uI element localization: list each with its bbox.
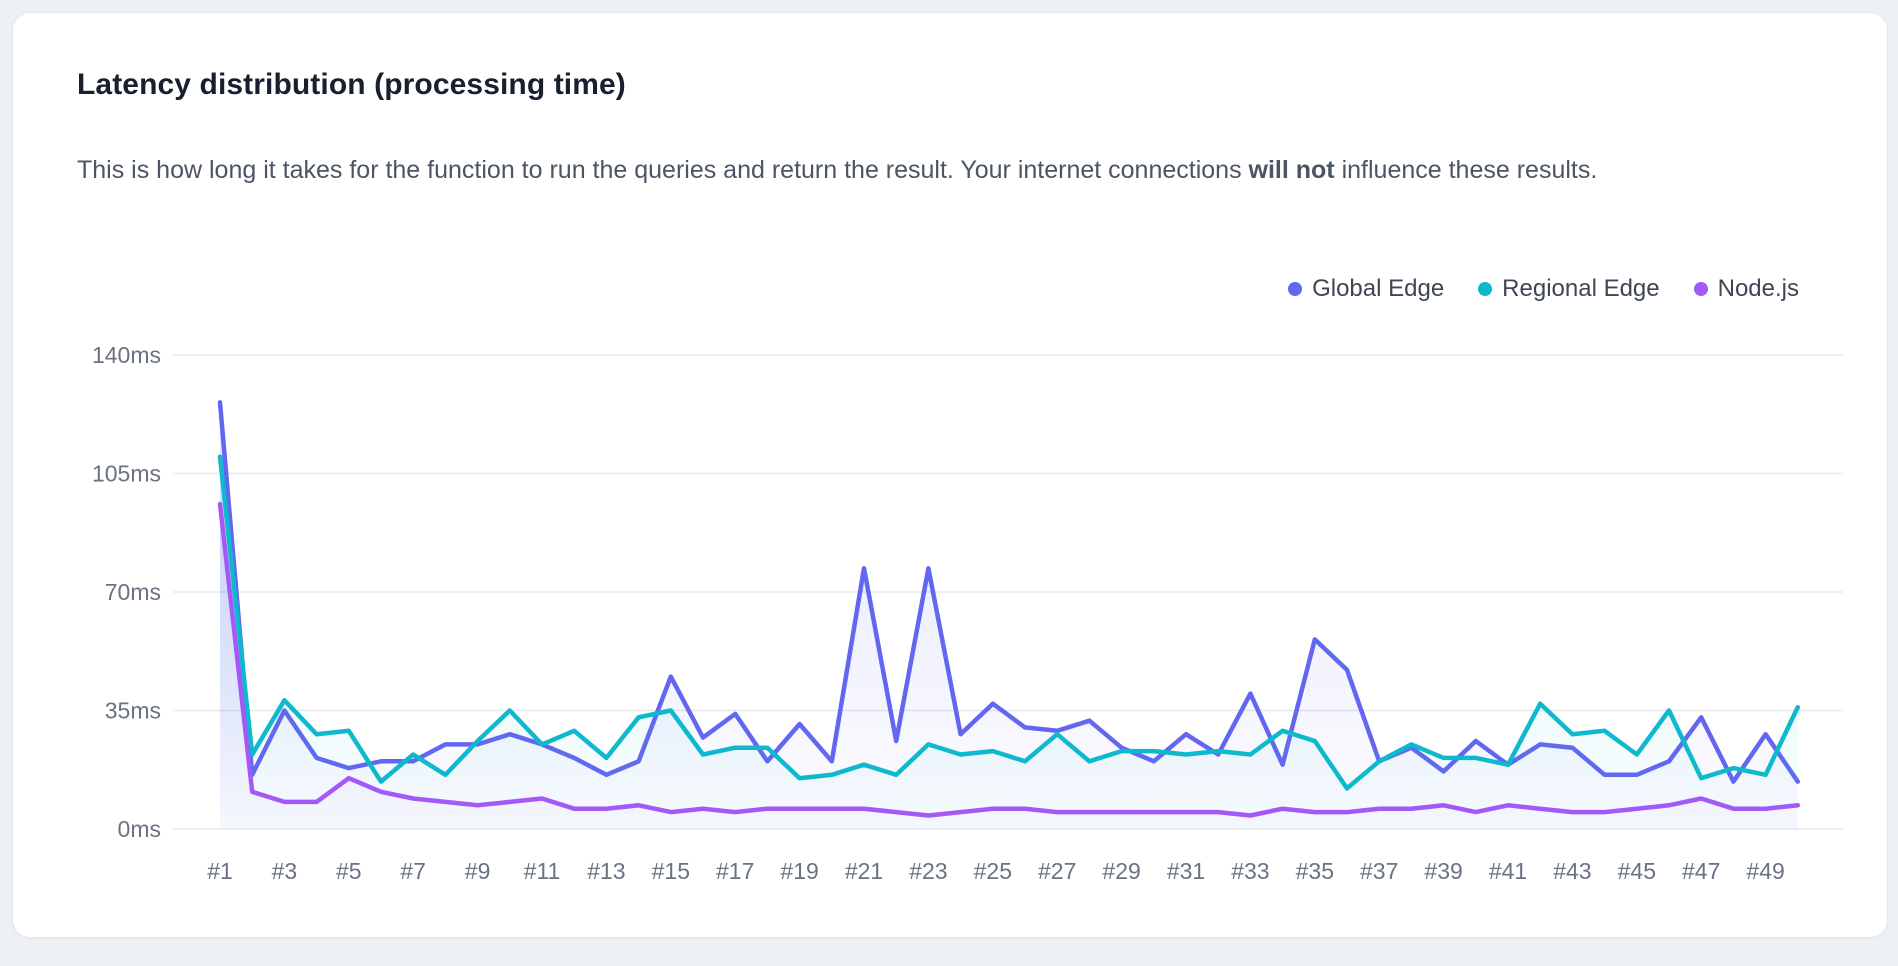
- y-tick-label: 105ms: [92, 461, 161, 487]
- x-axis-tick-labels: #1 #3 #5 #7 #9 #11 #13 #15 #17 #19 #21 #23 #25 #27 #29…: [207, 858, 1785, 884]
- legend-dot-regional-edge-icon: [1478, 282, 1493, 296]
- x-tick-label: #49: [1746, 858, 1784, 884]
- series-line-node-js[interactable]: [217, 501, 1801, 818]
- legend-item-nodejs: Node.js: [1693, 275, 1799, 303]
- x-tick-label: #27: [1038, 858, 1076, 884]
- x-tick-label: #5: [336, 858, 362, 884]
- legend-item-global-edge: Global Edge: [1288, 275, 1444, 303]
- x-tick-label: #15: [652, 858, 690, 884]
- y-tick-label: 140ms: [92, 342, 161, 368]
- legend-label: Regional Edge: [1502, 275, 1660, 302]
- legend-dot-nodejs-icon: [1693, 282, 1708, 296]
- y-tick-label: 35ms: [105, 698, 161, 724]
- x-tick-label: #35: [1296, 858, 1334, 884]
- series-line-regional-edge[interactable]: [217, 454, 1801, 791]
- x-tick-label: #3: [272, 858, 298, 884]
- y-tick-label: 0ms: [118, 816, 161, 842]
- legend-label: Global Edge: [1312, 275, 1445, 302]
- x-tick-label: #45: [1618, 858, 1656, 884]
- subtitle-text: This is how long it takes for the functi…: [77, 156, 1249, 184]
- x-tick-label: #25: [974, 858, 1012, 884]
- x-tick-label: #47: [1682, 858, 1720, 884]
- x-tick-label: #37: [1360, 858, 1398, 884]
- subtitle-text-tail: influence these results.: [1334, 156, 1598, 184]
- x-tick-label: #1: [207, 858, 233, 884]
- x-tick-label: #43: [1553, 858, 1591, 884]
- x-tick-label: #7: [400, 858, 426, 884]
- latency-chart-svg[interactable]: 0ms 35ms 70ms 105ms 140ms #1 #3 #5 #7 #9 #11 #13 #15…: [13, 13, 1898, 961]
- subtitle-bold-text: will not: [1248, 156, 1335, 184]
- x-tick-label: #31: [1167, 858, 1205, 884]
- x-tick-label: #29: [1102, 858, 1140, 884]
- x-tick-label: #17: [716, 858, 754, 884]
- x-tick-label: #23: [909, 858, 947, 884]
- series-area-node-js: [220, 504, 1798, 829]
- latency-card: Latency distribution (processing time) T…: [12, 12, 1888, 938]
- legend-item-regional-edge: Regional Edge: [1478, 275, 1660, 303]
- chart-legend: Global Edge Regional Edge Node.js: [1288, 275, 1799, 303]
- x-tick-label: #39: [1424, 858, 1462, 884]
- x-tick-label: #21: [845, 858, 883, 884]
- y-tick-label: 70ms: [105, 579, 161, 605]
- x-tick-label: #11: [524, 858, 561, 884]
- legend-dot-global-edge-icon: [1288, 282, 1303, 296]
- series-area-regional-edge: [220, 456, 1798, 829]
- latency-line-chart[interactable]: 0ms 35ms 70ms 105ms 140ms #1 #3 #5 #7 #9 #11 #13 #15…: [13, 13, 1898, 961]
- x-tick-label: #9: [465, 858, 491, 884]
- page-title: Latency distribution (processing time): [77, 68, 626, 101]
- card-subtitle: This is how long it takes for the functi…: [77, 150, 1777, 191]
- x-tick-label: #19: [780, 858, 818, 884]
- x-tick-label: #33: [1231, 858, 1269, 884]
- x-tick-label: #13: [587, 858, 625, 884]
- legend-label: Node.js: [1717, 275, 1799, 302]
- y-axis-tick-labels: 0ms 35ms 70ms 105ms 140ms: [92, 342, 161, 842]
- x-tick-label: #41: [1489, 858, 1527, 884]
